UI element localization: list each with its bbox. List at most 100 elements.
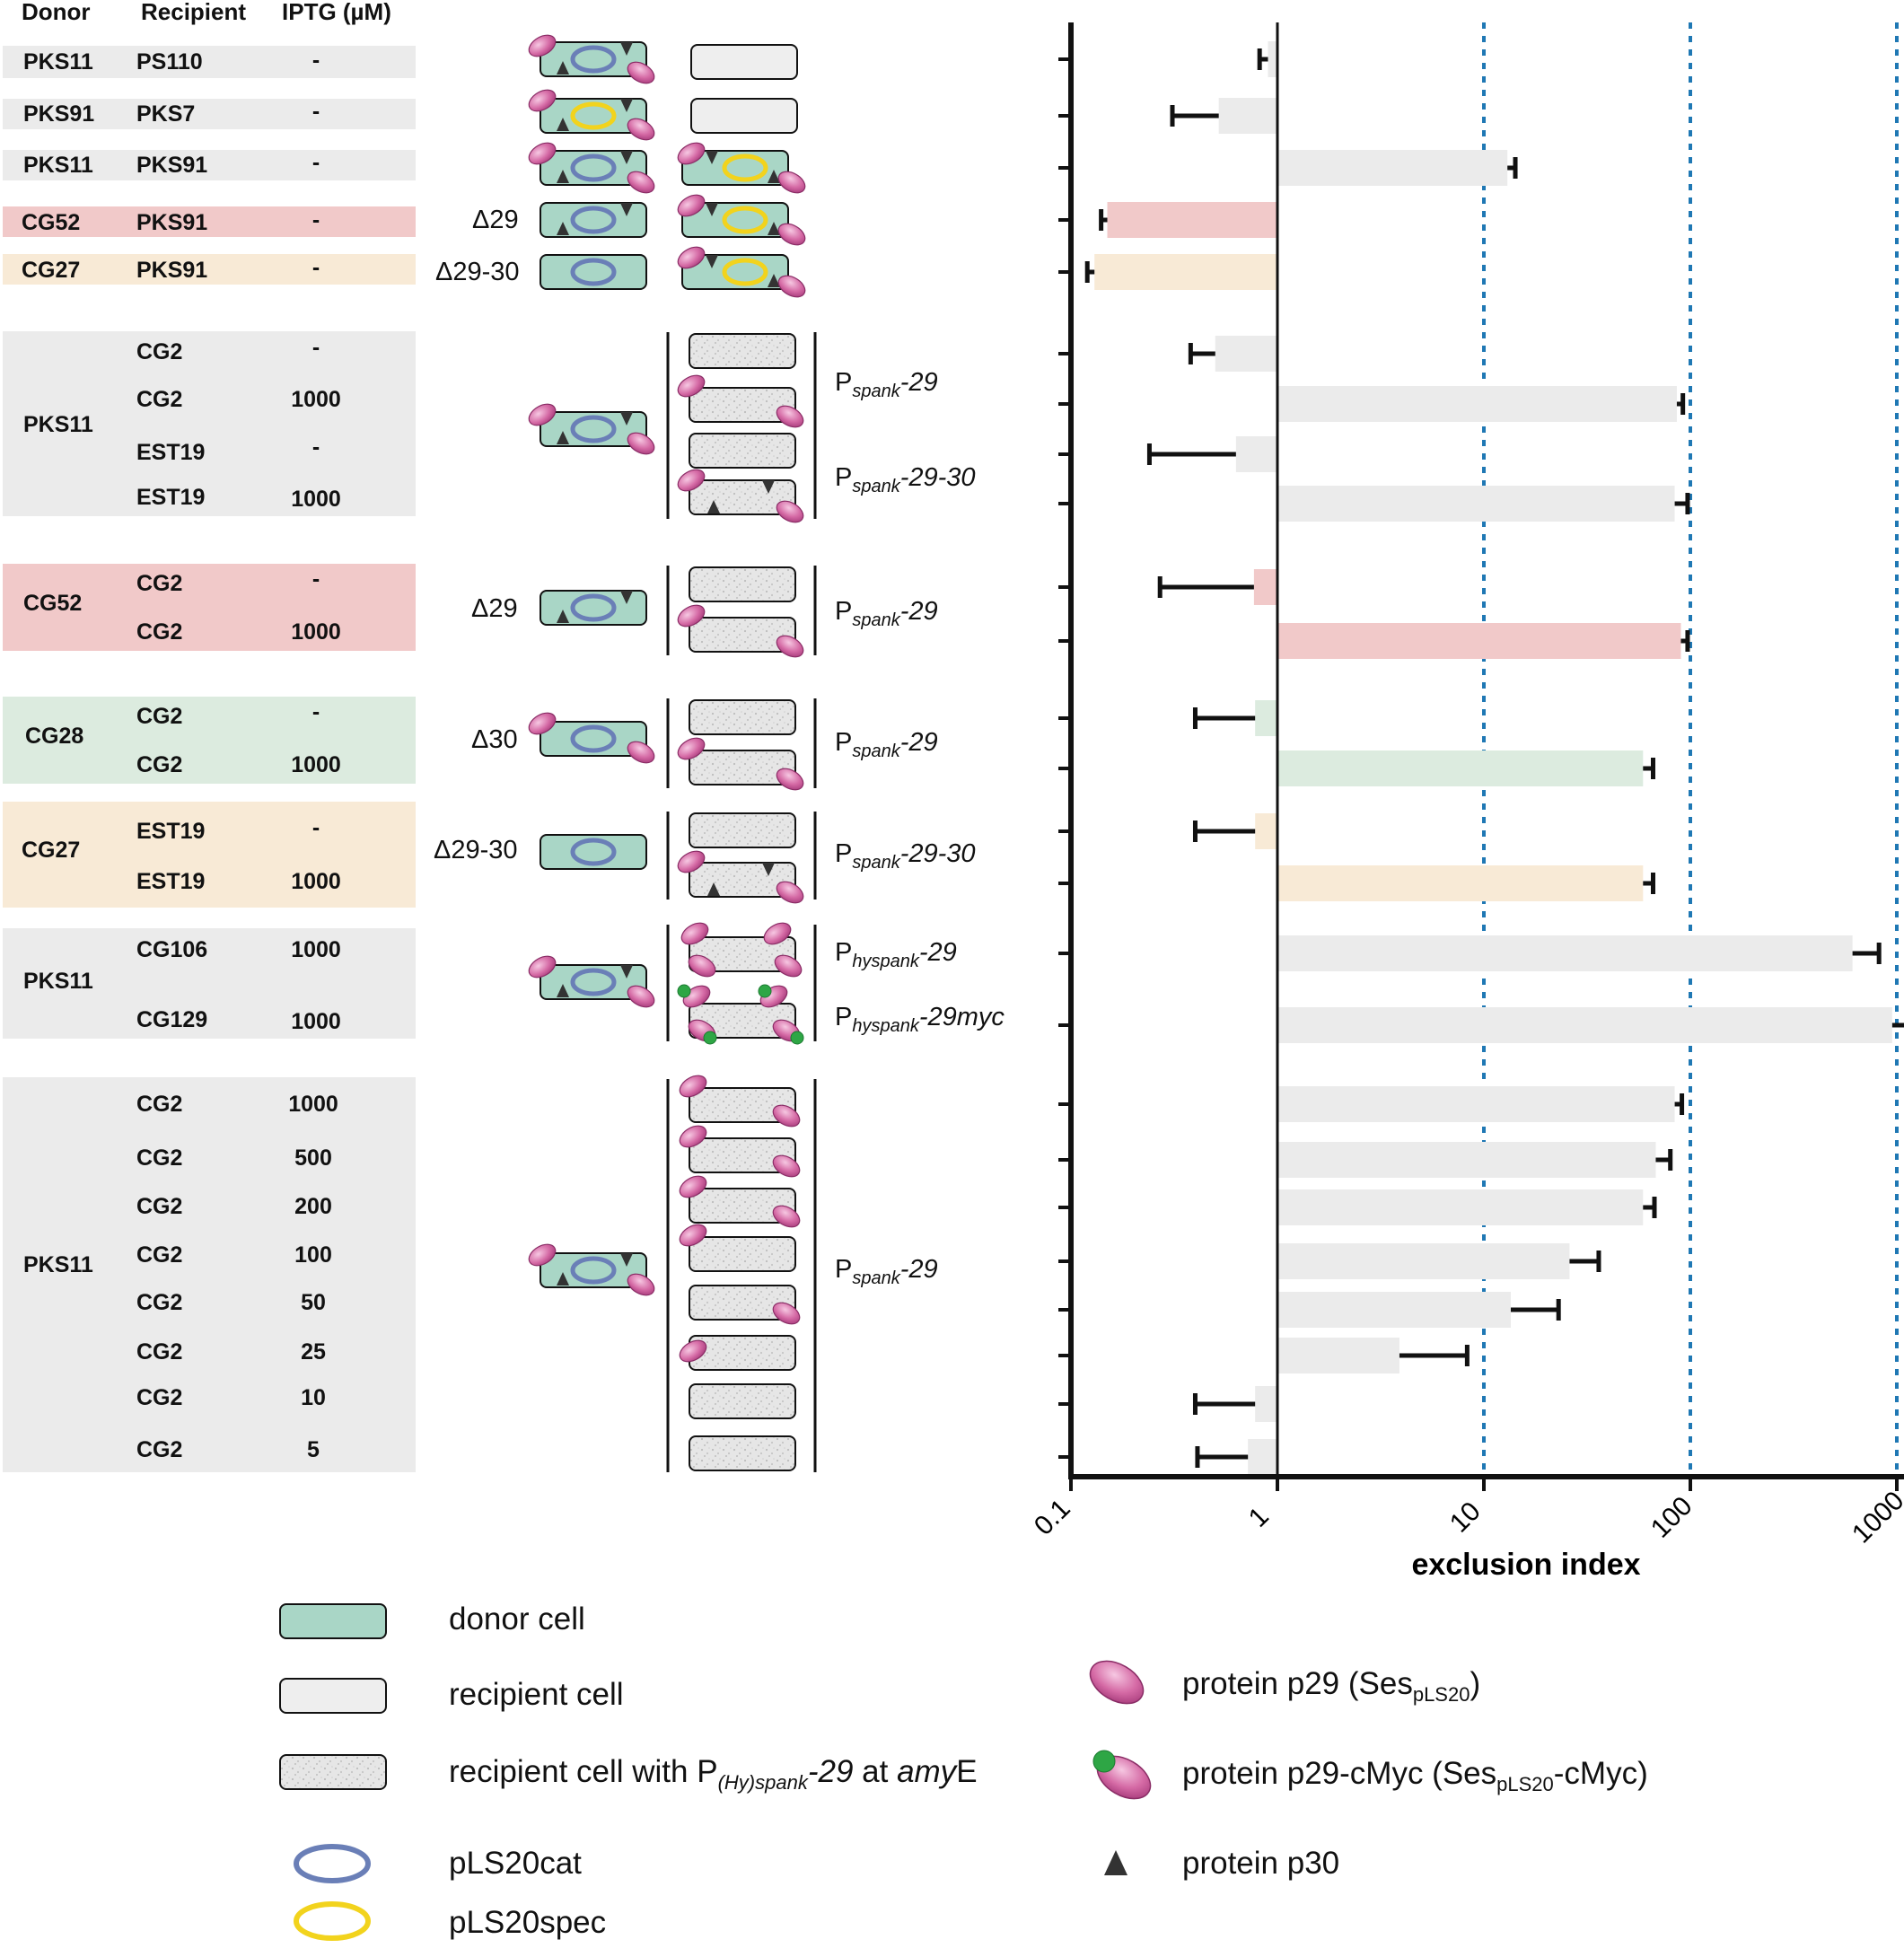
bar [1277,386,1677,422]
donor-cell: PKS11 [23,1252,93,1277]
bar [1253,569,1277,605]
legend-donor-cell-label: donor cell [449,1602,585,1637]
promoter-label: Pspank-29 [835,368,938,401]
iptg-cell: 10 [301,1385,326,1410]
deletion-label: Δ29 [471,594,518,623]
row-band [3,46,416,78]
x-axis-title: exclusion index [1411,1548,1640,1582]
promoter-label: Pspank-29-30 [835,839,976,873]
recipient-cell: CG2 [136,339,183,364]
iptg-cell: - [311,150,320,175]
legend-pls20spec-label: pLS20spec [449,1905,607,1940]
bar [1277,1007,1892,1043]
row-band [3,254,416,285]
deletion-label: Δ29-30 [435,258,520,286]
bar [1277,150,1508,186]
recipient-cell: CG2 [136,619,183,645]
iptg-cell: - [311,99,320,124]
bar [1277,1243,1570,1279]
iptg-cell: 50 [301,1290,326,1315]
iptg-cell: - [311,815,320,840]
x-tick-label: 1 [1243,1502,1275,1533]
recipient-cell: CG2 [136,1145,183,1171]
iptg-cell: - [311,48,320,73]
legend-pls20cat-label: pLS20cat [449,1846,582,1881]
recipient-cell: CG106 [136,937,208,962]
iptg-cell: 1000 [288,1092,338,1117]
donor-cell: PKS11 [23,412,93,437]
bar [1277,1292,1511,1328]
bar [1255,700,1277,736]
group-band [3,802,416,908]
iptg-cell: 1000 [291,487,341,512]
donor-cell: PKS11 [23,969,93,994]
bar [1277,486,1675,522]
header-recipient: Recipient [141,0,247,25]
row-band [3,150,416,180]
recipient-cell: CG2 [136,387,183,412]
recipient-cell: PKS91 [136,210,208,235]
recipient-cell: CG129 [136,1007,208,1032]
legend-p29-cmyc-label: protein p29-cMyc (SespLS20-cMyc) [1182,1756,1648,1795]
promoter-label: Pspank-29-30 [835,463,976,496]
legend-recipient-textured-label: recipient cell with P(Hy)spank-29 at amy… [449,1754,978,1794]
recipient-cell: CG2 [136,1290,183,1315]
deletion-label: Δ29-30 [434,836,518,864]
bar [1268,41,1277,77]
row-band [3,206,416,237]
recipient-cell: EST19 [136,485,206,510]
group-band [3,1077,416,1472]
bar [1248,1439,1277,1475]
recipient-cell: CG2 [136,704,183,729]
group-band [3,564,416,651]
iptg-cell: 200 [294,1194,332,1219]
bar [1277,1338,1399,1373]
iptg-cell: - [311,255,320,280]
deletion-label: Δ30 [471,725,518,754]
iptg-cell: 1000 [291,387,341,412]
promoter-label: Physpank-29myc [835,1003,1005,1036]
recipient-cell: CG2 [136,1437,183,1462]
promoter-label: Pspank-29 [835,728,938,761]
recipient-cell: CG2 [136,1242,183,1268]
x-tick-label: 0.1 [1029,1494,1076,1541]
bar [1107,202,1277,238]
iptg-cell: 5 [307,1437,320,1462]
donor-cell: PKS11 [23,49,93,75]
recipient-cell: EST19 [136,819,206,844]
recipient-cell: EST19 [136,869,206,894]
iptg-cell: - [311,699,320,724]
donor-cell: CG52 [23,591,83,616]
iptg-cell: - [311,434,320,460]
group-band [3,331,416,516]
recipient-cell: PKS91 [136,153,208,178]
iptg-cell: - [311,335,320,360]
bar [1277,865,1644,901]
iptg-cell: 1000 [291,752,341,777]
bar [1255,813,1277,849]
iptg-cell: 1000 [291,619,341,645]
donor-cell: PKS91 [23,101,95,127]
promoter-label: Physpank-29 [835,938,957,971]
legend-p29-icon [1089,1660,1145,1705]
bar [1277,935,1853,971]
x-tick-label: 10 [1444,1496,1487,1539]
iptg-cell: 25 [301,1339,326,1365]
bar [1215,336,1277,372]
legend-recipient-cell-label: recipient cell [449,1677,624,1712]
deletion-label: Δ29 [472,206,519,234]
legend-p29-label: protein p29 (SespLS20) [1182,1666,1481,1706]
recipient-cell: CG2 [136,752,183,777]
x-tick-label: 1000 [1847,1486,1904,1549]
donor-cell: CG28 [25,724,84,749]
bar [1235,436,1277,472]
row-band [3,99,416,129]
donor-cell: CG27 [22,258,81,283]
recipient-cell: PKS91 [136,258,208,283]
bar [1277,750,1644,786]
legend-p30-label: protein p30 [1182,1846,1340,1881]
bar [1255,1386,1277,1422]
header-donor: Donor [22,0,91,25]
bar [1277,1142,1656,1178]
